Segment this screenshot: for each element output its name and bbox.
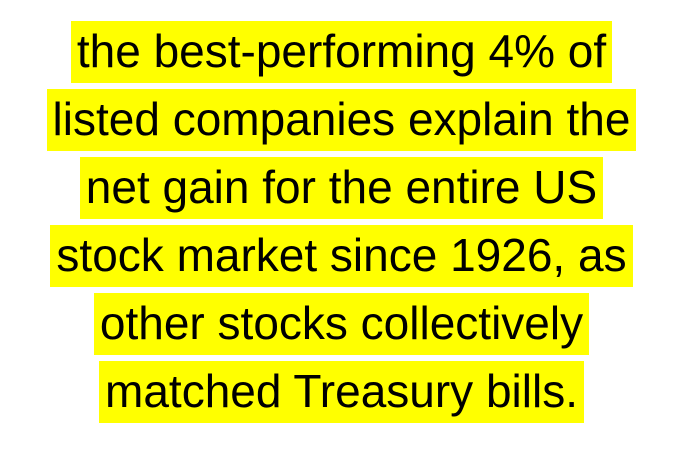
quote-line-1: the best-performing 4% of [0, 17, 683, 85]
highlighted-quote: the best-performing 4% of listed compani… [0, 17, 683, 425]
quote-line-2: listed companies explain the [0, 85, 683, 153]
quote-line-5-text: other stocks collectively [93, 293, 590, 355]
quote-line-4-text: stock market since 1926, as [50, 225, 633, 287]
quote-line-1-text: the best-performing 4% of [70, 21, 613, 83]
quote-line-4: stock market since 1926, as [0, 221, 683, 289]
quote-line-5: other stocks collectively [0, 289, 683, 357]
quote-line-6-text: matched Treasury bills. [99, 361, 584, 423]
quote-line-3-text: net gain for the entire US [79, 157, 604, 219]
quote-line-3: net gain for the entire US [0, 153, 683, 221]
quote-line-2-text: listed companies explain the [46, 89, 637, 151]
quote-line-6: matched Treasury bills. [0, 357, 683, 425]
